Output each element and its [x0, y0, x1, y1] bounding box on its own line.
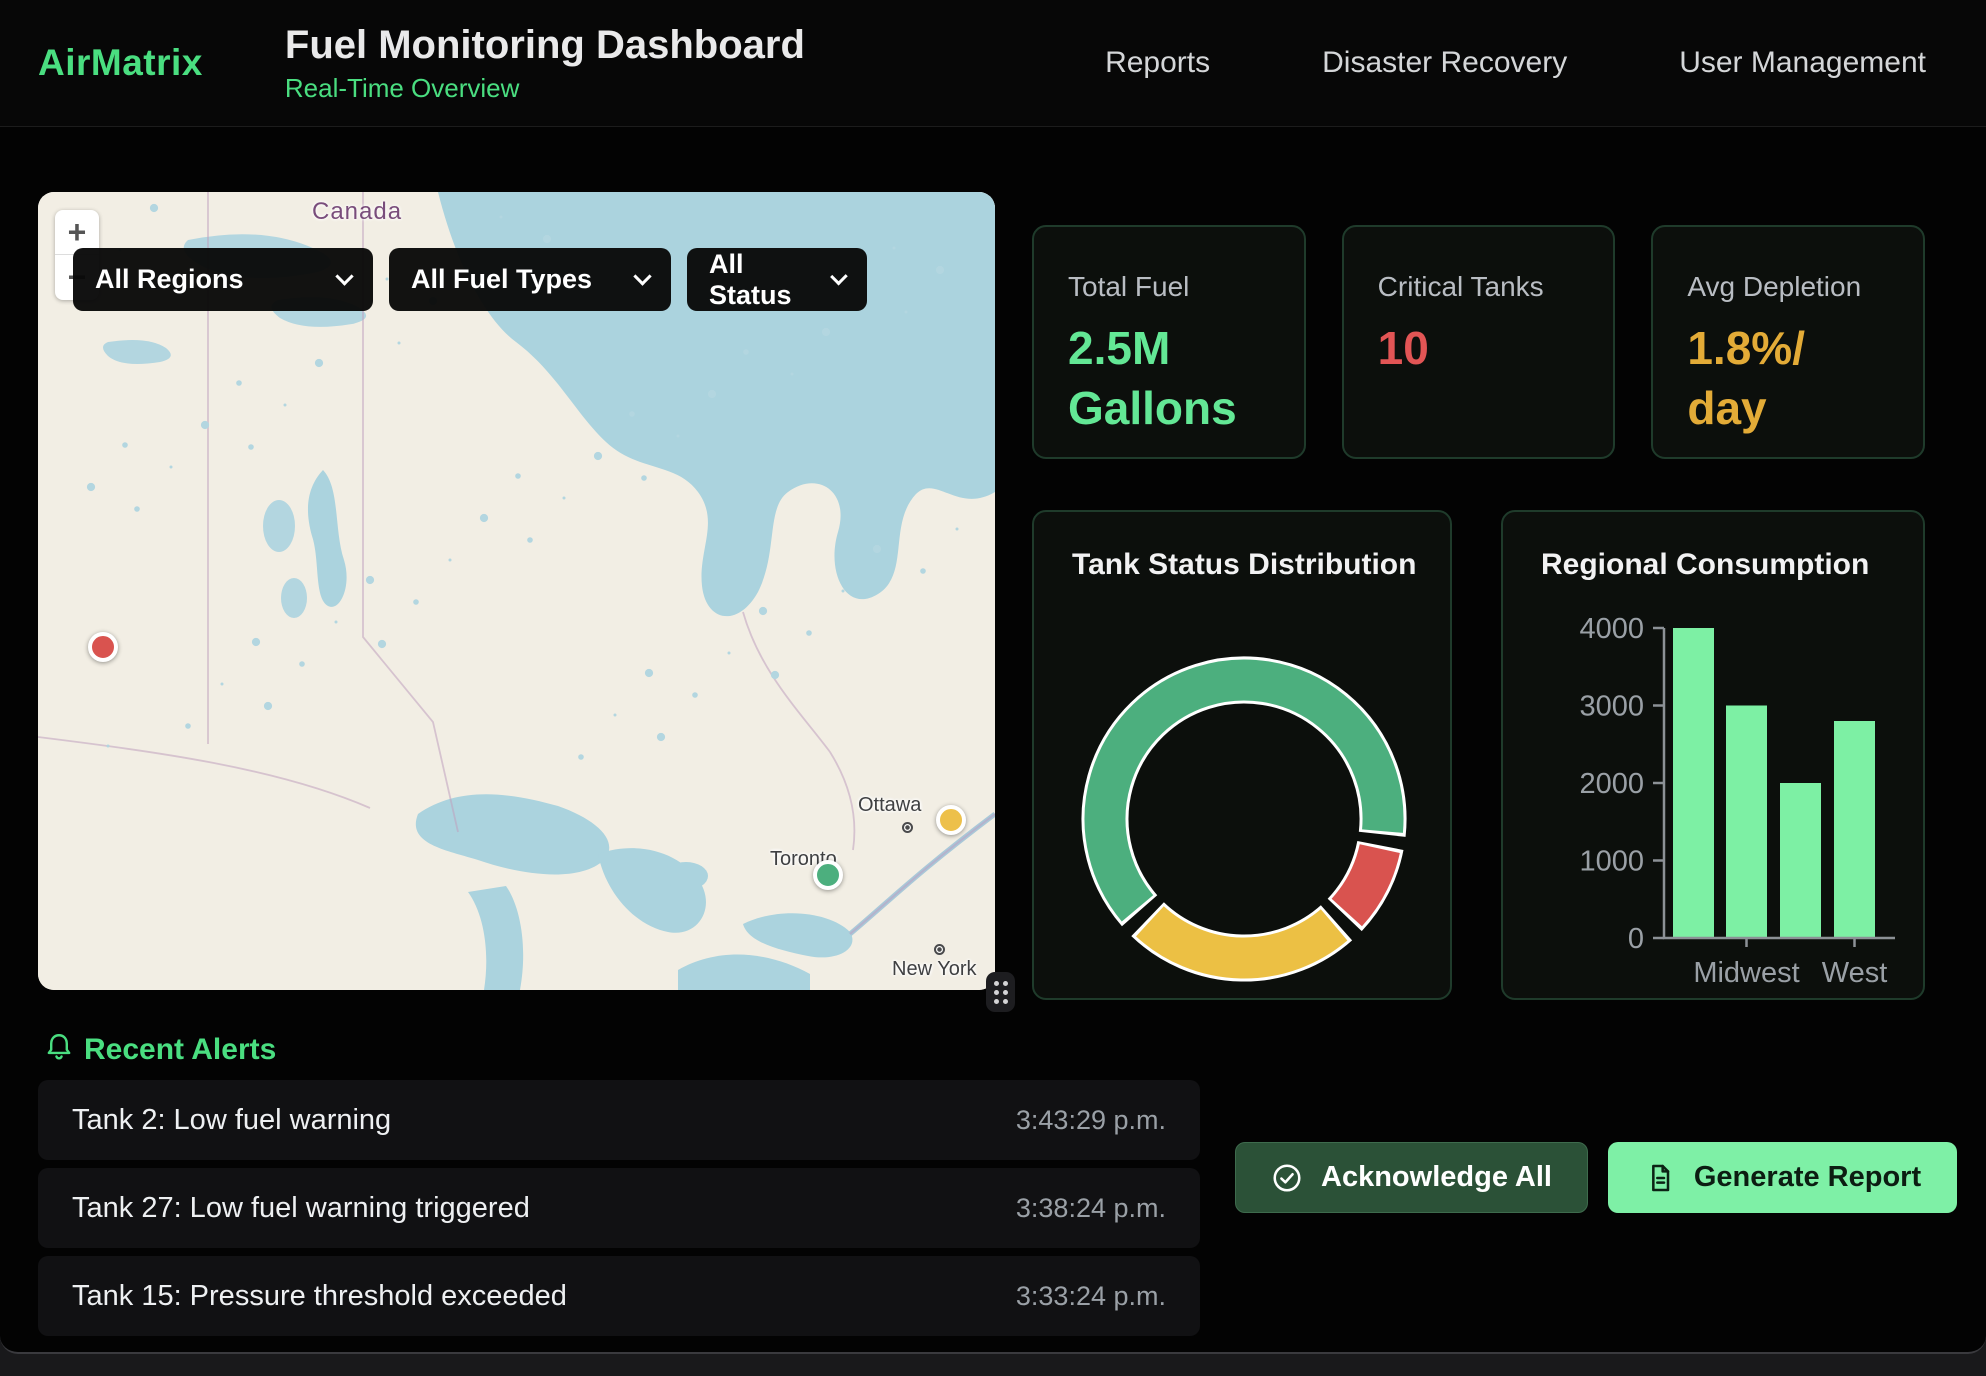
map-resize-handle[interactable]: [986, 972, 1015, 1012]
acknowledge-all-button[interactable]: Acknowledge All: [1235, 1142, 1588, 1213]
alert-text: Tank 15: Pressure threshold exceeded: [72, 1280, 567, 1313]
chevron-down-icon: [633, 267, 651, 285]
button-label: Acknowledge All: [1321, 1161, 1552, 1194]
alerts-heading: Recent Alerts: [84, 1033, 276, 1067]
nav-disaster-recovery[interactable]: Disaster Recovery: [1322, 46, 1567, 80]
svg-text:2000: 2000: [1579, 768, 1644, 800]
regional-consumption-card: Regional Consumption 01000200030004000Mi…: [1501, 510, 1925, 1000]
svg-text:West: West: [1822, 957, 1888, 989]
generate-report-button[interactable]: Generate Report: [1608, 1142, 1957, 1213]
tank-marker[interactable]: [936, 805, 966, 835]
map-label-ottawa: Ottawa: [858, 794, 921, 817]
chevron-down-icon: [335, 267, 353, 285]
kpi-label: Critical Tanks: [1378, 271, 1580, 303]
alert-row[interactable]: Tank 27: Low fuel warning triggered 3:38…: [38, 1168, 1200, 1248]
kpi-label: Avg Depletion: [1687, 271, 1889, 303]
kpi-critical-tanks: Critical Tanks 10: [1342, 225, 1616, 459]
document-icon: [1644, 1162, 1676, 1194]
page-title: Fuel Monitoring Dashboard: [285, 23, 805, 67]
kpi-row: Total Fuel 2.5M Gallons Critical Tanks 1…: [1032, 225, 1925, 459]
tank-marker[interactable]: [813, 860, 843, 890]
alert-time: 3:38:24 p.m.: [1016, 1193, 1166, 1224]
kpi-label: Total Fuel: [1068, 271, 1270, 303]
tank-status-donut-chart: [1079, 654, 1409, 984]
kpi-total-fuel: Total Fuel 2.5M Gallons: [1032, 225, 1306, 459]
brand-logo: AirMatrix: [38, 42, 203, 84]
svg-text:Midwest: Midwest: [1693, 957, 1799, 989]
fuel-map[interactable]: Canada Ottawa Toronto New York + − All R…: [38, 192, 995, 990]
kpi-value: 2.5M Gallons: [1068, 319, 1270, 439]
donut-chart-title: Tank Status Distribution: [1072, 548, 1416, 582]
svg-text:1000: 1000: [1579, 846, 1644, 878]
regional-consumption-bar-chart: 0 1000 2000 3000 4000 Midwest West: [1503, 512, 1927, 1002]
dashboard-window: AirMatrix Fuel Monitoring Dashboard Real…: [0, 0, 1986, 1354]
nav-reports[interactable]: Reports: [1105, 46, 1210, 80]
chevron-down-icon: [831, 267, 848, 284]
button-label: Generate Report: [1694, 1161, 1921, 1194]
fuel-type-filter-dropdown[interactable]: All Fuel Types: [389, 248, 671, 311]
kpi-value: 1.8%/ day: [1687, 319, 1889, 439]
svg-text:4000: 4000: [1579, 613, 1644, 645]
alert-time: 3:33:24 p.m.: [1016, 1281, 1166, 1312]
page-subtitle: Real-Time Overview: [285, 73, 805, 104]
ottawa-town-dot: [902, 822, 913, 833]
status-filter-value: All Status: [709, 249, 815, 311]
alert-text: Tank 2: Low fuel warning: [72, 1104, 391, 1137]
alert-time: 3:43:29 p.m.: [1016, 1105, 1166, 1136]
map-label-canada: Canada: [312, 198, 402, 226]
region-filter-dropdown[interactable]: All Regions: [73, 248, 373, 311]
nav-user-management[interactable]: User Management: [1679, 46, 1926, 80]
alert-text: Tank 27: Low fuel warning triggered: [72, 1192, 530, 1225]
alert-row[interactable]: Tank 15: Pressure threshold exceeded 3:3…: [38, 1256, 1200, 1336]
bell-icon: [42, 1031, 76, 1065]
svg-text:0: 0: [1628, 923, 1644, 955]
header: AirMatrix Fuel Monitoring Dashboard Real…: [0, 0, 1986, 127]
new-york-town-dot: [934, 944, 945, 955]
kpi-avg-depletion: Avg Depletion 1.8%/ day: [1651, 225, 1925, 459]
map-canvas: [38, 192, 995, 990]
map-label-new-york: New York: [892, 958, 977, 981]
main-nav: Reports Disaster Recovery User Managemen…: [1105, 46, 1926, 80]
check-circle-icon: [1271, 1162, 1303, 1194]
title-block: Fuel Monitoring Dashboard Real-Time Over…: [285, 23, 805, 104]
tank-marker[interactable]: [88, 632, 118, 662]
fuel-type-filter-value: All Fuel Types: [411, 264, 592, 295]
kpi-value: 10: [1378, 319, 1580, 379]
svg-text:3000: 3000: [1579, 691, 1644, 723]
alert-row[interactable]: Tank 2: Low fuel warning 3:43:29 p.m.: [38, 1080, 1200, 1160]
status-filter-dropdown[interactable]: All Status: [687, 248, 867, 311]
tank-status-card: Tank Status Distribution: [1032, 510, 1452, 1000]
region-filter-value: All Regions: [95, 264, 244, 295]
